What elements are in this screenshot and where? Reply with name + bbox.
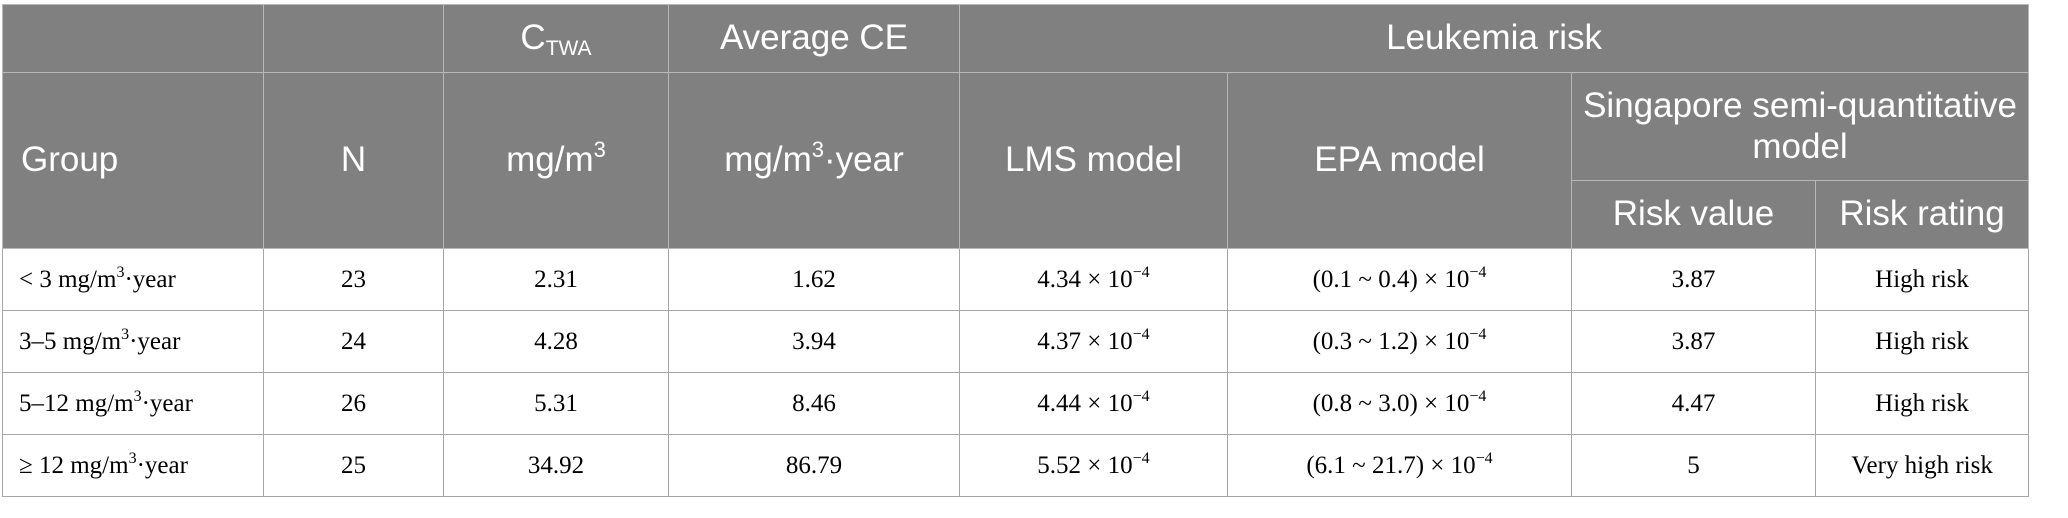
- table-row: 3–5 mg/m3·year 24 4.28 3.94 4.37 × 10−4 …: [2, 310, 2030, 373]
- lms-exp: −4: [1132, 449, 1150, 467]
- epa-exp: −4: [1475, 449, 1493, 467]
- lms-exp: −4: [1132, 263, 1150, 281]
- header-risk-value: Risk value: [1571, 180, 1816, 249]
- lms-base: 4.44 × 10: [1037, 389, 1133, 417]
- cell-group: 5–12 mg/m3·year: [2, 372, 264, 435]
- cell-lms: 4.37 × 10−4: [959, 310, 1228, 373]
- epa-exp: −4: [1469, 325, 1487, 343]
- table-row: ≥ 12 mg/m3·year 25 34.92 86.79 5.52 × 10…: [2, 434, 2030, 497]
- cell-risk-rating: High risk: [1814, 248, 2030, 311]
- ctwa-unit-base: mg/m: [506, 140, 594, 180]
- header-risk-rating: Risk rating: [1814, 180, 2030, 249]
- group-exp: 3: [121, 325, 130, 343]
- cell-ctwa: 2.31: [443, 248, 669, 311]
- cell-average-ce: 3.94: [668, 310, 960, 373]
- cell-ctwa: 34.92: [443, 434, 669, 497]
- epa-base: (0.3 ~ 1.2) × 10: [1312, 327, 1470, 355]
- lms-exp: −4: [1132, 325, 1150, 343]
- ctwa-main: C: [520, 18, 546, 58]
- group-exp: 3: [116, 263, 125, 281]
- cell-risk-rating: High risk: [1814, 372, 2030, 435]
- cell-n: 25: [263, 434, 444, 497]
- ce-unit-tail: ·year: [824, 140, 904, 180]
- header-row-3: Risk value Risk rating: [3, 180, 2030, 249]
- header-ce-unit: mg/m3·year: [668, 72, 960, 249]
- table-header: CTWA Average CE Leukemia risk Group N mg…: [2, 4, 2030, 249]
- group-label: 5–12 mg/m: [19, 389, 134, 417]
- epa-exp: −4: [1469, 263, 1487, 281]
- cell-n: 26: [263, 372, 444, 435]
- group-suffix: ·year: [124, 265, 176, 293]
- header-epa-model: EPA model: [1227, 72, 1572, 249]
- cell-risk-rating: High risk: [1814, 310, 2030, 373]
- group-label: < 3 mg/m: [19, 265, 117, 293]
- cell-ctwa: 4.28: [443, 310, 669, 373]
- lms-exp: −4: [1132, 387, 1150, 405]
- lms-base: 4.37 × 10: [1037, 327, 1133, 355]
- cell-epa: (0.1 ~ 0.4) × 10−4: [1227, 248, 1572, 311]
- cell-lms: 5.52 × 10−4: [959, 434, 1228, 497]
- group-label: 3–5 mg/m: [19, 327, 122, 355]
- group-suffix: ·year: [129, 327, 181, 355]
- epa-base: (0.8 ~ 3.0) × 10: [1312, 389, 1470, 417]
- header-empty-group: [2, 4, 264, 73]
- group-exp: 3: [128, 449, 137, 467]
- epa-exp: −4: [1469, 387, 1487, 405]
- header-average-ce: Average CE: [668, 4, 960, 73]
- header-ctwa: CTWA: [443, 4, 669, 73]
- table-row: 5–12 mg/m3·year 26 5.31 8.46 4.44 × 10−4…: [2, 372, 2030, 435]
- header-lms-model: LMS model: [959, 72, 1228, 249]
- header-row-1: CTWA Average CE Leukemia risk: [2, 4, 2030, 73]
- ctwa-unit-exp: 3: [593, 137, 606, 163]
- cell-risk-value: 4.47: [1571, 372, 1816, 435]
- cell-risk-value: 3.87: [1571, 248, 1816, 311]
- ce-unit-exp: 3: [811, 137, 824, 163]
- group-suffix: ·year: [136, 451, 188, 479]
- cell-n: 23: [263, 248, 444, 311]
- group-suffix: ·year: [141, 389, 193, 417]
- ctwa-sub: TWA: [545, 37, 592, 61]
- cell-epa: (0.3 ~ 1.2) × 10−4: [1227, 310, 1572, 373]
- header-row-2: Group N mg/m3 mg/m3·year LMS model EPA m…: [2, 72, 2030, 249]
- cell-lms: 4.44 × 10−4: [959, 372, 1228, 435]
- cell-group: ≥ 12 mg/m3·year: [2, 434, 264, 497]
- cell-risk-value: 5: [1571, 434, 1816, 497]
- header-n: N: [263, 72, 444, 249]
- cell-risk-value: 3.87: [1571, 310, 1816, 373]
- cell-risk-rating: Very high risk: [1814, 434, 2030, 497]
- epa-base: (6.1 ~ 21.7) × 10: [1306, 451, 1476, 479]
- epa-base: (0.1 ~ 0.4) × 10: [1312, 265, 1470, 293]
- cell-lms: 4.34 × 10−4: [959, 248, 1228, 311]
- group-exp: 3: [133, 387, 142, 405]
- ce-unit-base: mg/m: [724, 140, 812, 180]
- cell-group: 3–5 mg/m3·year: [2, 310, 264, 373]
- table-body: < 3 mg/m3·year 23 2.31 1.62 4.34 × 10−4 …: [2, 248, 2030, 497]
- lms-base: 4.34 × 10: [1037, 265, 1133, 293]
- header-leukemia-risk: Leukemia risk: [958, 4, 2030, 73]
- header-group: Group: [2, 72, 264, 249]
- header-singapore-model: Singapore semi-quantitative model: [1570, 72, 2030, 181]
- header-empty-n: [263, 4, 444, 73]
- group-label: ≥ 12 mg/m: [19, 451, 129, 479]
- cell-epa: (0.8 ~ 3.0) × 10−4: [1227, 372, 1572, 435]
- table-row: < 3 mg/m3·year 23 2.31 1.62 4.34 × 10−4 …: [2, 248, 2030, 311]
- cell-n: 24: [263, 310, 444, 373]
- cell-average-ce: 86.79: [668, 434, 960, 497]
- cell-average-ce: 8.46: [668, 372, 960, 435]
- leukemia-risk-table: CTWA Average CE Leukemia risk Group N mg…: [2, 4, 2030, 497]
- header-ctwa-unit: mg/m3: [443, 72, 669, 249]
- cell-ctwa: 5.31: [443, 372, 669, 435]
- lms-base: 5.52 × 10: [1037, 451, 1133, 479]
- cell-average-ce: 1.62: [668, 248, 960, 311]
- cell-epa: (6.1 ~ 21.7) × 10−4: [1227, 434, 1572, 497]
- cell-group: < 3 mg/m3·year: [2, 248, 264, 311]
